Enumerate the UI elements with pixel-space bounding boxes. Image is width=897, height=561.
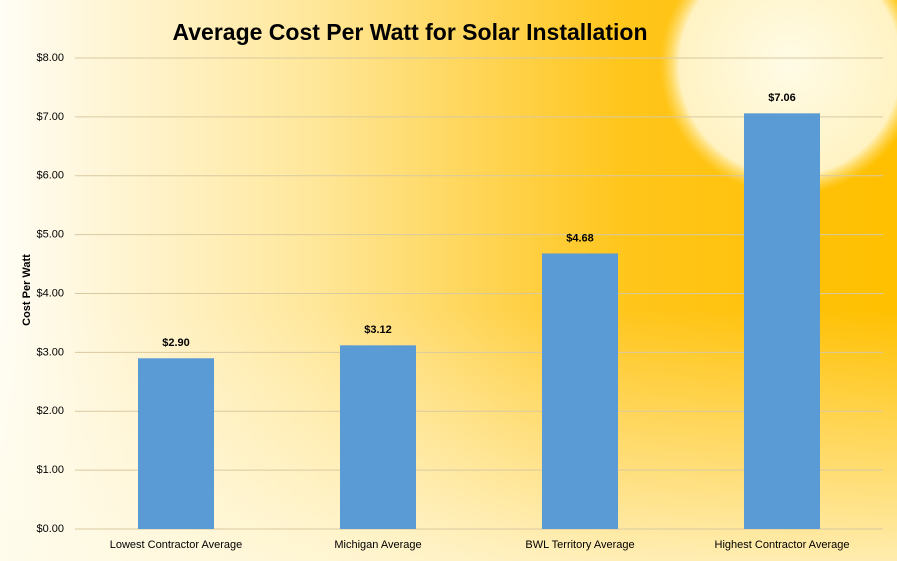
plot-area: $0.00 $1.00 $2.00 $3.00 $4.00 $5.00 $6.00 $7.00… xyxy=(36,52,883,551)
x-tick-label: Highest Contractor Average xyxy=(715,539,850,551)
x-tick-label: Michigan Average xyxy=(334,539,421,551)
bar xyxy=(340,345,416,529)
data-label: $3.12 xyxy=(364,324,392,336)
y-tick-label: $4.00 xyxy=(36,287,64,299)
bar xyxy=(542,253,618,529)
x-tick-label: BWL Territory Average xyxy=(525,539,634,551)
y-tick-label: $6.00 xyxy=(36,170,64,182)
bar xyxy=(138,358,214,529)
y-tick-label: $0.00 xyxy=(36,523,64,535)
bar xyxy=(744,113,820,529)
y-tick-label: $7.00 xyxy=(36,111,64,123)
x-tick-label: Lowest Contractor Average xyxy=(110,539,242,551)
data-label: $7.06 xyxy=(768,92,796,104)
y-tick-label: $5.00 xyxy=(36,229,64,241)
data-label: $4.68 xyxy=(566,232,594,244)
y-tick-label: $1.00 xyxy=(36,464,64,476)
y-tick-label: $8.00 xyxy=(36,52,64,64)
data-label: $2.90 xyxy=(162,337,190,349)
y-axis-label: Cost Per Watt xyxy=(21,254,33,326)
y-tick-label: $2.00 xyxy=(36,405,64,417)
chart-title: Average Cost Per Watt for Solar Installa… xyxy=(172,19,647,45)
y-tick-label: $3.00 xyxy=(36,346,64,358)
sun xyxy=(660,0,897,195)
